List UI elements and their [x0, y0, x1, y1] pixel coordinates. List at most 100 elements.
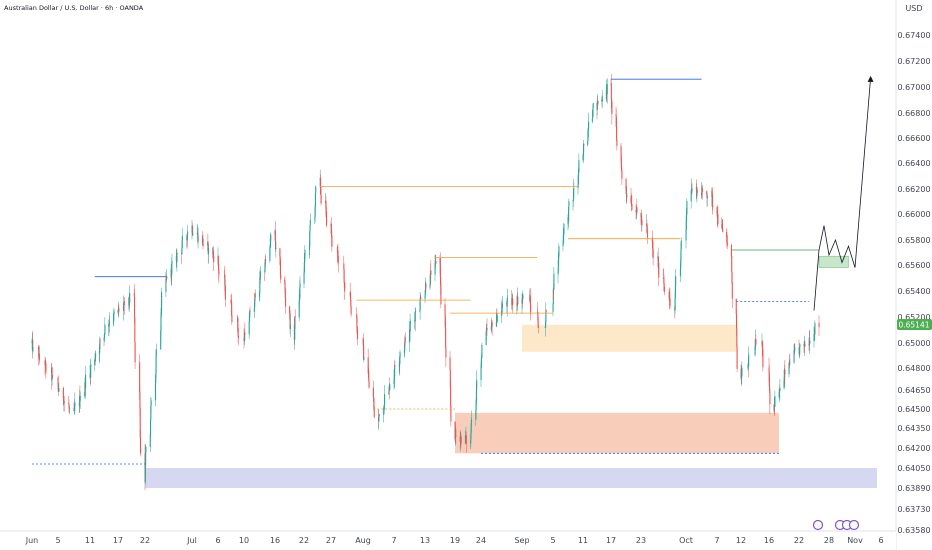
time-tick-label: 11: [578, 536, 588, 545]
candle-body: [707, 196, 709, 198]
candle-body: [254, 293, 256, 298]
time-tick-label: 11: [85, 536, 95, 545]
candle-body: [304, 249, 306, 259]
candle-body: [583, 143, 585, 153]
levels-layer: [32, 78, 819, 465]
candle-body: [730, 245, 732, 256]
candle-body: [429, 273, 431, 285]
time-tick-label: 13: [420, 536, 430, 545]
candle-body: [545, 309, 547, 312]
candle-body: [602, 99, 604, 101]
candle-body: [568, 201, 570, 207]
price-tick-label: 0.66600: [897, 134, 930, 143]
candle-body: [610, 83, 612, 100]
candle-body: [176, 253, 178, 254]
candle-body: [789, 361, 791, 363]
price-axis-background[interactable]: [896, 0, 932, 550]
time-tick-label: 5: [550, 536, 555, 545]
candle-body: [557, 259, 559, 273]
candle-body: [636, 207, 638, 213]
candle-body: [95, 353, 97, 358]
candle-body: [394, 365, 396, 377]
projection-path[interactable]: [813, 77, 871, 311]
price-tick-label: 0.63890: [897, 484, 930, 493]
candle-body: [356, 328, 359, 339]
candle-body: [784, 369, 786, 375]
candle-body: [265, 258, 267, 261]
candle-body: [248, 317, 251, 322]
candle-body: [155, 373, 157, 383]
price-tick-label: 0.66200: [897, 185, 930, 194]
chart-title: Australian Dollar / U.S. Dollar · 6h · O…: [4, 4, 144, 12]
supply-zone[interactable]: [522, 324, 737, 352]
time-tick-label: 19: [450, 536, 460, 545]
candle-body: [435, 260, 437, 264]
projection-arrowhead: [867, 75, 874, 82]
last-price-label: 0.65141: [897, 319, 932, 330]
candle-body: [748, 356, 750, 367]
candle-body: [415, 311, 417, 313]
candle-body: [109, 322, 111, 324]
time-tick-label: 28: [824, 536, 834, 545]
candle-body: [685, 215, 687, 231]
candle-body: [712, 205, 714, 208]
time-tick-label: 22: [299, 536, 309, 545]
candle-body: [578, 160, 580, 172]
candle-body: [145, 446, 147, 453]
candle-body: [259, 270, 261, 280]
price-tick-label: 0.64050: [897, 464, 930, 473]
time-tick-label: 22: [794, 536, 804, 545]
candle-body: [134, 342, 136, 363]
candle-body: [368, 381, 370, 388]
candle-body: [160, 315, 162, 331]
candle-body: [592, 116, 594, 118]
candle-body: [680, 240, 682, 249]
candle-body: [51, 375, 53, 378]
candle-body: [716, 207, 718, 214]
candle-body: [568, 206, 570, 222]
price-tick-label: 0.65600: [897, 261, 930, 270]
candle-body: [621, 170, 623, 179]
candle-body: [363, 357, 365, 360]
candle-body: [409, 321, 411, 324]
candle-body: [259, 277, 261, 293]
candle-body: [367, 357, 369, 374]
candle-body: [270, 234, 272, 242]
support-band[interactable]: [145, 468, 877, 488]
candle-body: [736, 327, 738, 347]
flag-icon[interactable]: [812, 519, 824, 531]
candle-body: [343, 269, 345, 283]
candle-body: [343, 263, 345, 270]
candle-body: [646, 223, 648, 229]
candle-body: [337, 255, 339, 264]
candle-body: [154, 382, 157, 401]
candle-body: [429, 284, 431, 288]
target-zone[interactable]: [818, 255, 849, 268]
candle-body: [202, 238, 204, 246]
candle-body: [150, 419, 152, 435]
time-tick-label: 22: [140, 536, 150, 545]
candle-body: [496, 315, 498, 322]
zones-layer: [145, 255, 877, 488]
candle-body: [769, 391, 771, 405]
flag-icon[interactable]: [848, 519, 860, 531]
price-tick-label: 0.64500: [897, 405, 930, 414]
time-axis-background[interactable]: [0, 531, 896, 550]
last-price-text: 0.65141: [898, 321, 929, 330]
candle-body: [486, 327, 488, 330]
candle-body: [134, 317, 136, 343]
candle-body: [625, 190, 627, 194]
price-axis-ticks: 0.67400 0.67200 0.67000 0.66800 0.66600 0.664…: [897, 31, 930, 535]
candle-body: [481, 357, 483, 359]
candle-body: [99, 339, 101, 341]
time-tick-label: Nov: [847, 536, 863, 545]
demand-zone[interactable]: [455, 412, 779, 454]
candle-body: [696, 189, 698, 193]
price-tick-label: 0.65000: [897, 339, 930, 348]
candle-body: [537, 326, 539, 328]
event-flags[interactable]: [812, 519, 860, 531]
candle-body: [701, 188, 703, 192]
candle-body: [414, 311, 416, 322]
candle-body: [587, 140, 589, 145]
